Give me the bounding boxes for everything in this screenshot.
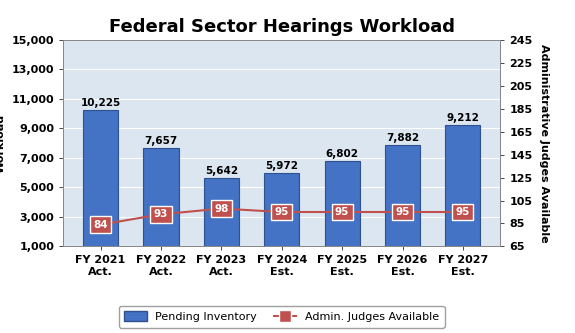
Text: 6,802: 6,802 [325,149,359,159]
Bar [385,145,420,261]
Text: 95: 95 [335,207,350,217]
Y-axis label: Administrative Judges Available: Administrative Judges Available [539,44,549,242]
Title: Federal Sector Hearings Workload: Federal Sector Hearings Workload [109,18,455,36]
Text: 93: 93 [154,209,168,219]
Text: 95: 95 [396,207,410,217]
Bar [325,161,359,261]
Text: 7,657: 7,657 [144,136,178,146]
Bar [204,178,239,261]
Text: 95: 95 [275,207,289,217]
Text: 98: 98 [214,203,228,213]
Bar [446,125,480,261]
Text: 84: 84 [93,220,108,230]
Text: 5,972: 5,972 [265,161,298,171]
Legend: Pending Inventory, Admin. Judges Available: Pending Inventory, Admin. Judges Availab… [119,306,444,328]
Text: 95: 95 [456,207,470,217]
Text: 5,642: 5,642 [205,166,238,176]
Text: 10,225: 10,225 [81,98,121,108]
Y-axis label: Workload: Workload [0,114,6,173]
Bar [83,110,118,261]
Bar [264,173,299,261]
Text: 7,882: 7,882 [386,133,419,143]
Bar [144,148,178,261]
Text: 9,212: 9,212 [446,113,480,123]
